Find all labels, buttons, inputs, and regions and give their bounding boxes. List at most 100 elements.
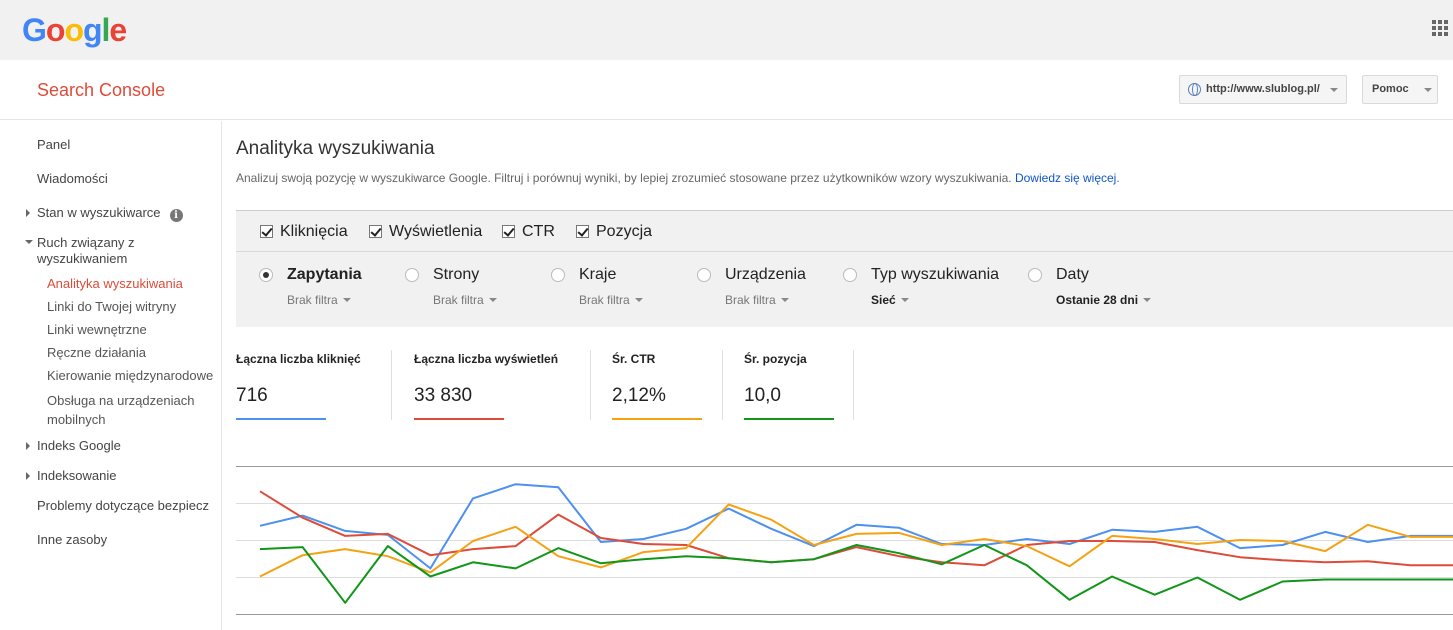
series-color-bar xyxy=(612,418,702,420)
sidebar-subitem-search-analytics[interactable]: Analityka wyszukiwania xyxy=(47,276,183,291)
site-url: http://www.slublog.pl/ xyxy=(1206,83,1320,95)
radio-icon[interactable] xyxy=(697,268,711,282)
top-bar: Google xyxy=(0,0,1453,60)
sidebar-item-messages[interactable]: Wiadomości xyxy=(37,171,108,186)
sidebar-item-google-index[interactable]: Indeks Google xyxy=(26,438,121,453)
sidebar-item-panel[interactable]: Panel xyxy=(37,137,70,152)
info-icon[interactable]: i xyxy=(169,209,183,222)
total-value: 10,0 xyxy=(744,385,781,406)
app-title[interactable]: Search Console xyxy=(37,80,166,100)
radio-icon[interactable] xyxy=(551,268,565,282)
sidebar-item-label: Problemy dotyczące bezpiecz xyxy=(37,498,209,513)
divider xyxy=(853,350,854,420)
metric-checkboxes: Kliknięcia Wyświetlenia CTR Pozycja xyxy=(236,211,1453,252)
checkbox-checked-icon xyxy=(260,225,273,238)
app-header: Search Console http://www.slublog.pl/ Po… xyxy=(0,60,1453,120)
chevron-down-icon xyxy=(342,298,351,302)
page-title: Analityka wyszukiwania xyxy=(236,138,435,159)
sidebar-item-label: Inne zasoby xyxy=(37,532,108,547)
checkbox-checked-icon xyxy=(502,225,515,238)
google-logo[interactable]: Google xyxy=(22,12,127,48)
total-value: 716 xyxy=(236,385,268,406)
chevron-down-icon xyxy=(780,298,789,302)
sidebar-subitem-links-to-site[interactable]: Linki do Twojej witryny xyxy=(47,299,176,314)
filter-dropdown[interactable]: Brak filtra xyxy=(287,293,351,307)
filter-label: Sieć xyxy=(871,293,896,307)
sidebar-item-label: Obsługa na urządzeniach xyxy=(47,393,195,408)
checkbox-checked-icon xyxy=(369,225,382,238)
sidebar-item-label: Analityka wyszukiwania xyxy=(47,276,183,291)
sidebar-subitem-manual-actions[interactable]: Ręczne działania xyxy=(47,345,146,360)
sidebar-subitem-internal-links[interactable]: Linki wewnętrzne xyxy=(47,322,147,337)
divider xyxy=(722,350,723,420)
total-label: Śr. pozycja xyxy=(744,352,807,366)
sidebar-item-other-resources[interactable]: Inne zasoby xyxy=(37,532,107,547)
group-label: Strony xyxy=(433,266,480,283)
sidebar-item-label: Indeksowanie xyxy=(37,468,117,483)
series-line-3[interactable] xyxy=(259,544,1453,604)
radio-icon[interactable] xyxy=(843,268,857,282)
total-label: Łączna liczba wyświetleń xyxy=(414,352,559,366)
chevron-down-icon xyxy=(634,298,643,302)
sidebar-item-search-traffic[interactable]: Ruch związany z wyszukiwaniem xyxy=(25,235,135,267)
sidebar-item-search-appearance[interactable]: Stan w wyszukiwarce i xyxy=(26,205,183,222)
series-color-bar xyxy=(414,418,504,420)
main-content: Analityka wyszukiwania Analizuj swoją po… xyxy=(236,121,1453,630)
sidebar-item-label: Indeks Google xyxy=(37,438,121,453)
apps-grid-icon[interactable] xyxy=(1432,20,1452,40)
filters-panel: Kliknięcia Wyświetlenia CTR Pozycja Zapy… xyxy=(236,210,1453,327)
total-value: 33 830 xyxy=(414,385,473,406)
description-period: . xyxy=(1116,171,1120,185)
filter-dropdown[interactable]: Brak filtra xyxy=(433,293,497,307)
filter-dropdown[interactable]: Brak filtra xyxy=(579,293,643,307)
expand-arrow-icon xyxy=(26,442,30,450)
filter-dropdown[interactable]: Ostanie 28 dni xyxy=(1056,293,1152,307)
radio-icon[interactable] xyxy=(1028,268,1042,282)
sidebar: Panel Wiadomości Stan w wyszukiwarce i Ru… xyxy=(0,121,222,630)
sidebar-subitem-international-targeting[interactable]: Kierowanie międzynarodowe xyxy=(47,368,213,383)
series-line-2[interactable] xyxy=(259,503,1453,578)
checkbox-checked-icon xyxy=(576,225,589,238)
series-line-0[interactable] xyxy=(259,483,1453,570)
total-label: Śr. CTR xyxy=(612,352,656,366)
filter-dropdown[interactable]: Brak filtra xyxy=(725,293,789,307)
divider xyxy=(590,350,591,420)
learn-more-link[interactable]: Dowiedz się więcej xyxy=(1014,171,1117,185)
chevron-down-icon xyxy=(1424,88,1432,92)
sidebar-item-label: Ruch związany z xyxy=(37,235,135,250)
chevron-down-icon xyxy=(1330,88,1338,92)
help-label: Pomoc xyxy=(1372,83,1409,95)
sidebar-item-label: Kierowanie międzynarodowe xyxy=(47,368,214,383)
radio-selected-icon[interactable] xyxy=(259,268,273,282)
checkbox-label: Kliknięcia xyxy=(280,223,348,240)
collapse-arrow-icon xyxy=(25,240,33,244)
filter-label: Brak filtra xyxy=(287,293,338,307)
expand-arrow-icon xyxy=(26,472,30,480)
series-color-bar xyxy=(744,418,834,420)
radio-icon[interactable] xyxy=(405,268,419,282)
sidebar-item-label: Stan w wyszukiwarce xyxy=(37,205,161,220)
performance-chart[interactable] xyxy=(236,466,1453,617)
filter-dropdown[interactable]: Sieć xyxy=(871,293,909,307)
page-description: Analizuj swoją pozycję w wyszukiwarce Go… xyxy=(236,171,1120,185)
site-selector[interactable]: http://www.slublog.pl/ xyxy=(1179,75,1347,104)
group-label: Zapytania xyxy=(287,266,362,283)
total-value: 2,12% xyxy=(612,385,666,406)
sidebar-subitem-mobile-usability[interactable]: Obsługa na urządzeniach mobilnych xyxy=(47,391,194,429)
divider xyxy=(391,350,392,420)
globe-icon xyxy=(1188,83,1201,96)
filter-label: Ostanie 28 dni xyxy=(1056,293,1139,307)
series-line-1[interactable] xyxy=(259,490,1453,567)
group-label: Typ wyszukiwania xyxy=(871,266,1000,283)
sidebar-item-label: Wiadomości xyxy=(37,171,108,186)
sidebar-item-security-issues[interactable]: Problemy dotyczące bezpiecz xyxy=(37,498,209,513)
sidebar-item-crawl[interactable]: Indeksowanie xyxy=(26,468,117,483)
sidebar-item-label: Panel xyxy=(37,137,71,152)
chevron-down-icon xyxy=(900,298,909,302)
filter-label: Brak filtra xyxy=(433,293,484,307)
sidebar-item-label: Linki do Twojej witryny xyxy=(47,299,177,314)
sidebar-item-label: Linki wewnętrzne xyxy=(47,322,147,337)
help-button[interactable]: Pomoc xyxy=(1362,75,1438,104)
checkbox-label: Pozycja xyxy=(596,223,653,240)
chevron-down-icon xyxy=(1143,298,1152,302)
